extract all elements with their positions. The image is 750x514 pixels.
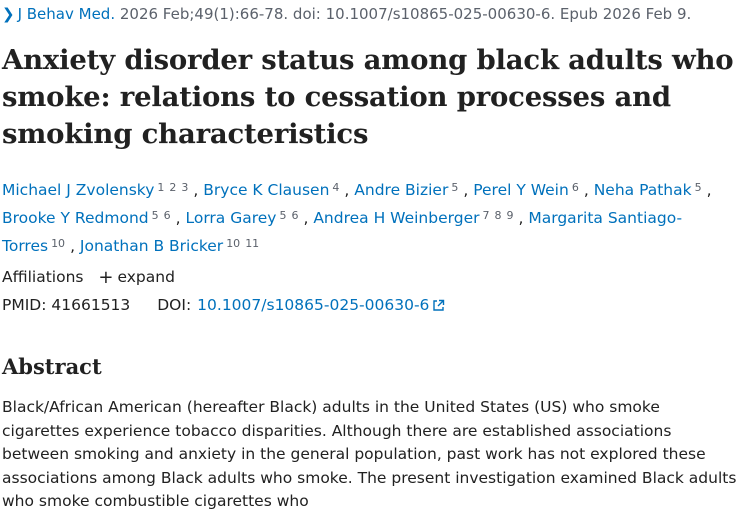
affiliations-row: Affiliations + expand <box>2 266 175 289</box>
author-link[interactable]: Perel Y Wein <box>473 181 569 199</box>
author-item: Jonathan B Bricker 10 11 <box>80 237 264 255</box>
pmid-value: 41661513 <box>51 296 131 314</box>
journal-link[interactable]: J Behav Med. <box>17 5 116 23</box>
author-item: Margarita Santiago-Torres 10 <box>2 209 682 255</box>
author-item: Brooke Y Redmond 5 6 <box>2 209 176 227</box>
author-item: Bryce K Clausen 4 <box>203 181 344 199</box>
doi-label: DOI: <box>157 296 192 314</box>
author-affiliation-refs: 10 11 <box>226 237 264 250</box>
chevron-right-icon[interactable]: ❯ <box>2 5 15 23</box>
affiliation-ref[interactable]: 6 <box>291 209 299 222</box>
citation-details: 2026 Feb;49(1):66-78. doi: 10.1007/s1086… <box>115 5 692 23</box>
article-title: Anxiety disorder status among black adul… <box>2 44 734 150</box>
affiliation-ref[interactable]: 5 <box>451 181 459 194</box>
author-link[interactable]: Lorra Garey <box>185 209 277 227</box>
affiliation-ref[interactable]: 11 <box>245 237 260 250</box>
author-affiliation-refs: 5 <box>451 181 463 194</box>
pmid-label: PMID: <box>2 296 47 314</box>
author-link[interactable]: Andre Bizier <box>354 181 449 199</box>
author-link[interactable]: Andrea H Weinberger <box>313 209 480 227</box>
author-item: Perel Y Wein 6 <box>473 181 584 199</box>
expand-label: expand <box>117 268 175 286</box>
affiliation-ref[interactable]: 6 <box>571 181 579 194</box>
affiliation-ref[interactable]: 6 <box>163 209 171 222</box>
author-list: Michael J Zvolensky 1 2 3, Bryce K Clausen 4… <box>2 181 712 255</box>
author-affiliation-refs: 6 <box>572 181 584 194</box>
doi-value: 10.1007/s10865-025-00630-6 <box>197 296 430 314</box>
affiliations-label: Affiliations <box>2 268 84 286</box>
affiliation-ref[interactable]: 9 <box>506 209 514 222</box>
affiliation-ref[interactable]: 5 <box>694 181 702 194</box>
affiliation-ref[interactable]: 1 <box>157 181 165 194</box>
author-affiliation-refs: 5 <box>695 181 707 194</box>
affiliation-ref[interactable]: 4 <box>332 181 340 194</box>
abstract-heading: Abstract <box>2 354 102 379</box>
author-link[interactable]: Brooke Y Redmond <box>2 209 149 227</box>
doi-link[interactable]: 10.1007/s10865-025-00630-6 <box>197 296 445 314</box>
author-link[interactable]: Neha Pathak <box>593 181 692 199</box>
abstract-text: Black/African American (hereafter Black)… <box>2 398 737 510</box>
affiliation-ref[interactable]: 8 <box>494 209 502 222</box>
author-item: Neha Pathak 5 <box>594 181 707 199</box>
author-affiliation-refs: 4 <box>332 181 344 194</box>
author-link[interactable]: Bryce K Clausen <box>203 181 330 199</box>
author-item: Andrea H Weinberger 7 8 9 <box>313 209 518 227</box>
external-link-icon <box>433 299 445 311</box>
author-item: Lorra Garey 5 6 <box>185 209 303 227</box>
affiliation-ref[interactable]: 2 <box>169 181 177 194</box>
affiliation-ref[interactable]: 7 <box>482 209 490 222</box>
author-link[interactable]: Michael J Zvolensky <box>2 181 155 199</box>
author-link[interactable]: Margarita Santiago-Torres <box>2 209 683 255</box>
identifiers-row: PMID: 41661513 DOI: 10.1007/s10865-025-00… <box>2 294 445 316</box>
affiliations-expand-button[interactable]: + expand <box>98 267 175 288</box>
affiliation-ref[interactable]: 3 <box>181 181 189 194</box>
affiliation-ref[interactable]: 10 <box>226 237 241 250</box>
author-item: Michael J Zvolensky 1 2 3 <box>2 181 193 199</box>
affiliation-ref[interactable]: 5 <box>279 209 287 222</box>
author-affiliation-refs: 10 <box>51 237 70 250</box>
article-citation: ❯ J Behav Med. 2026 Feb;49(1):66-78. doi:… <box>2 4 691 24</box>
author-link[interactable]: Jonathan B Bricker <box>79 237 224 255</box>
author-item: Andre Bizier 5 <box>354 181 463 199</box>
affiliation-ref[interactable]: 5 <box>151 209 159 222</box>
affiliation-ref[interactable]: 10 <box>51 237 66 250</box>
plus-icon: + <box>98 267 114 288</box>
